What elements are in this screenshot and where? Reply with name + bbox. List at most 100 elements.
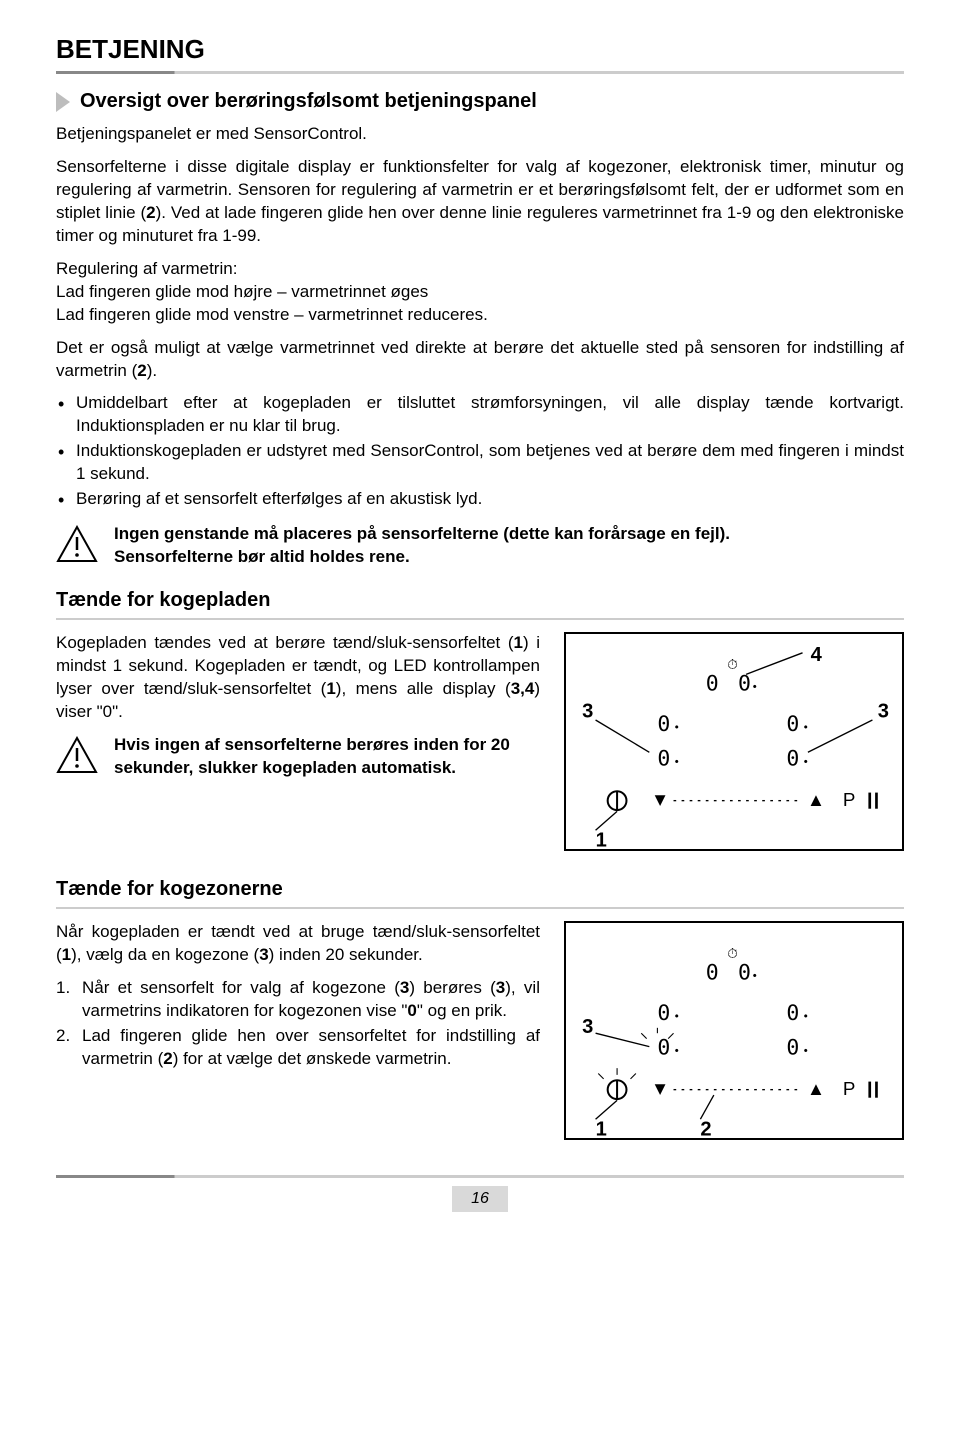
bold-ref: 2	[146, 203, 155, 222]
warning-text: Ingen genstande må placeres på sensorfel…	[114, 523, 904, 569]
subheading-underline	[56, 618, 904, 620]
two-column-row: Når kogepladen er tændt ved at bruge tæn…	[56, 921, 904, 1147]
subheading-underline	[56, 907, 904, 909]
bold-ref: 2	[137, 361, 146, 380]
svg-text:•: •	[751, 969, 757, 982]
svg-text:3: 3	[582, 1016, 593, 1038]
svg-text:⏱: ⏱	[727, 947, 737, 962]
control-panel-diagram-1: 00 • 0• 0• 0• 0• ⏱	[564, 632, 904, 851]
section-header-row: Oversigt over berøringsfølsomt betjening…	[56, 88, 904, 115]
bold-ref: 1	[62, 945, 71, 964]
list-item: Umiddelbart efter at kogepladen er tilsl…	[56, 392, 904, 438]
svg-text:0: 0	[706, 671, 719, 696]
svg-text:0: 0	[786, 1036, 799, 1061]
warning-icon	[56, 736, 98, 774]
section-title: Oversigt over berøringsfølsomt betjening…	[80, 88, 537, 115]
text: Lad fingeren glide mod højre – varmetrin…	[56, 282, 428, 301]
svg-text:4: 4	[811, 644, 823, 666]
svg-text:•: •	[803, 721, 809, 734]
text: ) inden 20 sekunder.	[269, 945, 423, 964]
page-title: BETJENING	[56, 32, 904, 67]
svg-text:P: P	[843, 789, 856, 810]
text: " og en prik.	[417, 1001, 507, 1020]
text: Ingen genstande må placeres på sensorfel…	[114, 524, 730, 543]
svg-text:•: •	[674, 721, 680, 734]
svg-text:0: 0	[786, 747, 799, 772]
left-column: Når kogepladen er tændt ved at bruge tæn…	[56, 921, 540, 1147]
svg-text:•: •	[803, 756, 809, 769]
number: 1.	[56, 977, 70, 1000]
svg-text:P: P	[843, 1078, 856, 1099]
text: Regulering af varmetrin:	[56, 259, 237, 278]
bold-ref: 3	[400, 978, 409, 997]
svg-text:0: 0	[786, 1001, 799, 1026]
numbered-list: 1. Når et sensorfelt for valg af kogezon…	[56, 977, 540, 1071]
svg-text:1: 1	[596, 829, 607, 851]
text: ) berøres (	[409, 978, 495, 997]
svg-text:•: •	[674, 756, 680, 769]
control-panel-diagram-2: 00 • 0• 0• 0• 0• ⏱	[564, 921, 904, 1140]
svg-text:0: 0	[706, 960, 719, 985]
paragraph: Når kogepladen er tændt ved at bruge tæn…	[56, 921, 540, 967]
svg-text:0: 0	[738, 960, 751, 985]
paragraph-sensor: Sensorfelterne i disse digitale display …	[56, 156, 904, 248]
svg-text:3: 3	[878, 700, 889, 722]
bold-ref: 3	[496, 978, 505, 997]
list-item: Induktionskogepladen er udstyret med Sen…	[56, 440, 904, 486]
text: ), vælg da en kogezone (	[71, 945, 259, 964]
bold-ref: 1	[514, 633, 523, 652]
footer-underline	[56, 1175, 904, 1178]
right-column: 00 • 0• 0• 0• 0• ⏱	[564, 632, 904, 858]
warning-icon	[56, 525, 98, 563]
bold-ref: 0	[407, 1001, 416, 1020]
warning-row: Ingen genstande må placeres på sensorfel…	[56, 523, 904, 569]
bold-ref: 3	[259, 945, 268, 964]
bold-ref: 1	[326, 679, 335, 698]
warning-row: Hvis ingen af sensorfelterne berøres ind…	[56, 734, 540, 780]
text: Det er også muligt at vælge varmetrinnet…	[56, 338, 904, 380]
warning-text: Hvis ingen af sensorfelterne berøres ind…	[114, 734, 540, 780]
bold-ref: 2	[163, 1049, 172, 1068]
svg-text:1: 1	[596, 1118, 607, 1140]
text: Sensorfelterne bør altid holdes rene.	[114, 547, 410, 566]
svg-text:•: •	[674, 1045, 680, 1058]
svg-text:0: 0	[657, 1036, 670, 1061]
svg-text:0: 0	[657, 1001, 670, 1026]
text: ) for at vælge det ønskede varmetrin.	[173, 1049, 452, 1068]
svg-text:0: 0	[786, 712, 799, 737]
number: 2.	[56, 1025, 70, 1048]
subheading-power-on: Tænde for kogepladen	[56, 587, 904, 614]
subheading-zones: Tænde for kogezonerne	[56, 876, 904, 903]
list-item: 2. Lad fingeren glide hen over sensorfel…	[56, 1025, 540, 1071]
paragraph: Kogepladen tændes ved at berøre tænd/slu…	[56, 632, 540, 724]
svg-text:•: •	[803, 1045, 809, 1058]
text: Kogepladen tændes ved at berøre tænd/slu…	[56, 633, 514, 652]
page-number: 16	[452, 1186, 508, 1212]
svg-text:•: •	[674, 1010, 680, 1023]
svg-text:•: •	[751, 680, 757, 693]
svg-text:2: 2	[700, 1118, 711, 1140]
text: ).	[147, 361, 157, 380]
paragraph-intro: Betjeningspanelet er med SensorControl.	[56, 123, 904, 146]
paragraph-regulation: Regulering af varmetrin: Lad fingeren gl…	[56, 258, 904, 327]
paragraph-direct: Det er også muligt at vælge varmetrinnet…	[56, 337, 904, 383]
list-item: 1. Når et sensorfelt for valg af kogezon…	[56, 977, 540, 1023]
bullet-list: Umiddelbart efter at kogepladen er tilsl…	[56, 392, 904, 511]
bold-ref: 3,4	[511, 679, 535, 698]
svg-text:3: 3	[582, 700, 593, 722]
two-column-row: Kogepladen tændes ved at berøre tænd/slu…	[56, 632, 904, 858]
text: ), mens alle display (	[336, 679, 511, 698]
svg-text:0: 0	[738, 671, 751, 696]
list-item: Berøring af et sensorfelt efterfølges af…	[56, 488, 904, 511]
svg-text:⏱: ⏱	[727, 658, 737, 673]
svg-text:0: 0	[657, 712, 670, 737]
left-column: Kogepladen tændes ved at berøre tænd/slu…	[56, 632, 540, 858]
svg-text:0: 0	[657, 747, 670, 772]
arrow-icon	[56, 92, 70, 112]
text: Lad fingeren glide mod venstre – varmetr…	[56, 305, 488, 324]
svg-text:•: •	[803, 1010, 809, 1023]
title-underline	[56, 71, 904, 74]
right-column: 00 • 0• 0• 0• 0• ⏱	[564, 921, 904, 1147]
text: Når et sensorfelt for valg af kogezone (	[82, 978, 400, 997]
text: ). Ved at lade fingeren glide hen over d…	[56, 203, 904, 245]
